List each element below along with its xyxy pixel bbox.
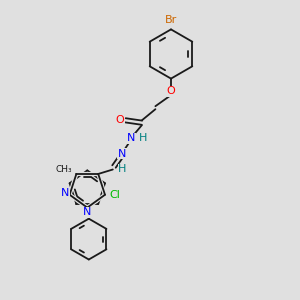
Text: CH₃: CH₃ xyxy=(56,165,72,174)
Text: H: H xyxy=(139,133,147,143)
Text: O: O xyxy=(167,86,176,96)
Text: N: N xyxy=(61,188,69,198)
Text: H: H xyxy=(118,164,127,175)
Text: Br: Br xyxy=(165,15,177,26)
Text: N: N xyxy=(127,133,136,143)
Text: Cl: Cl xyxy=(109,190,120,200)
Text: N: N xyxy=(83,207,92,217)
Text: O: O xyxy=(116,115,124,125)
Text: N: N xyxy=(118,149,126,159)
